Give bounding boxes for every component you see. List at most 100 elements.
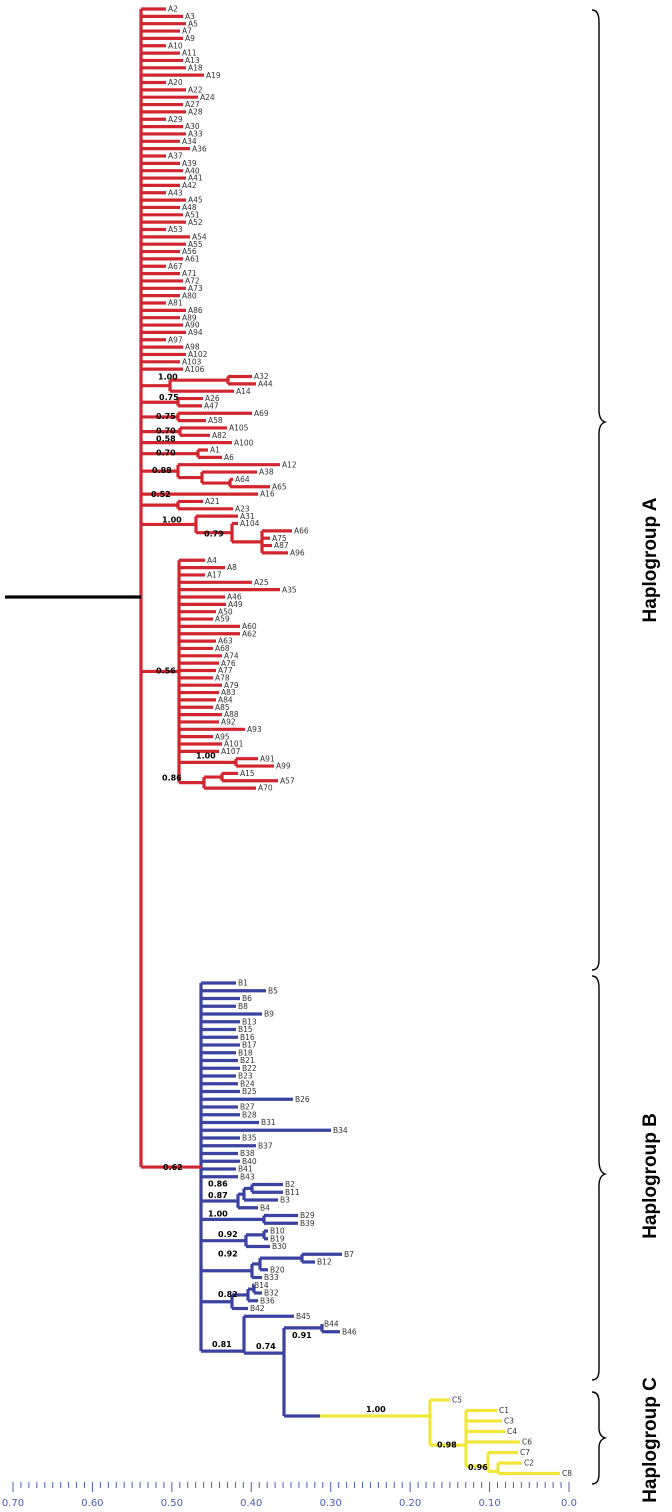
- tip-label-a104: A104: [240, 519, 260, 528]
- tip-label-b14: B14: [254, 1281, 269, 1290]
- tip-label-b39: B39: [300, 1219, 315, 1228]
- tip-label-a25: A25: [254, 578, 269, 587]
- tip-label-a30: A30: [185, 122, 200, 131]
- tip-label-b36: B36: [260, 1296, 275, 1305]
- tip-label-a11: A11: [182, 49, 197, 58]
- support-value-12: 0.86: [162, 774, 182, 783]
- tip-label-a42: A42: [182, 181, 197, 190]
- tip-label-a40: A40: [185, 166, 200, 175]
- tip-label-a83: A83: [221, 688, 236, 697]
- tip-label-a101: A101: [224, 740, 244, 749]
- haplogroup-c-bracket: [591, 1391, 608, 1485]
- tip-label-b7: B7: [344, 1250, 354, 1259]
- support-value-2: 0.75: [156, 412, 176, 421]
- axis-tick-label: 0.70: [2, 1498, 24, 1509]
- tip-label-b23: B23: [238, 1072, 253, 1081]
- tip-label-b18: B18: [238, 1048, 253, 1057]
- support-value-3: 0.70: [156, 427, 176, 436]
- tip-label-a56: A56: [182, 247, 197, 256]
- tip-label-a103: A103: [182, 357, 202, 366]
- tip-label-a21: A21: [205, 497, 220, 506]
- haplogroup-c-label: Haplogroup C: [640, 1377, 661, 1503]
- tip-label-a8: A8: [227, 563, 237, 572]
- support-value-4: 0.58: [156, 435, 176, 444]
- tip-label-c4: C4: [507, 1427, 517, 1436]
- axis-tick-label: 0.30: [320, 1498, 342, 1509]
- tree-branches: [5, 7, 560, 1476]
- support-value-17: 0.92: [218, 1230, 238, 1239]
- haplogroup-b-label: Haplogroup B: [640, 1113, 661, 1239]
- tip-label-a91: A91: [260, 754, 275, 763]
- haplogroup-a-bracket: [591, 9, 608, 971]
- tip-label-a85: A85: [215, 703, 230, 712]
- tip-label-c2: C2: [524, 1459, 534, 1468]
- tip-label-a75: A75: [272, 534, 287, 543]
- tip-label-a106: A106: [185, 365, 205, 374]
- tip-label-a51: A51: [185, 210, 200, 219]
- tip-label-b10: B10: [270, 1227, 285, 1236]
- tip-label-b9: B9: [264, 1010, 274, 1019]
- support-value-20: 0.81: [212, 1340, 232, 1349]
- tip-label-a44: A44: [258, 379, 273, 388]
- tip-label-a92: A92: [221, 718, 236, 727]
- tip-label-a27: A27: [185, 100, 200, 109]
- tip-label-a84: A84: [218, 696, 233, 705]
- tip-label-a49: A49: [228, 600, 243, 609]
- axis-tick-label: 0.40: [240, 1498, 262, 1509]
- tip-label-b22: B22: [242, 1064, 257, 1073]
- tip-label-a59: A59: [215, 615, 230, 624]
- tip-label-a12: A12: [282, 460, 297, 469]
- support-value-5: 0.70: [156, 449, 176, 458]
- support-value-18: 0.92: [218, 1250, 238, 1259]
- support-values: 1.000.750.750.700.580.700.880.521.000.79…: [151, 373, 488, 1472]
- tip-label-a17: A17: [207, 571, 222, 580]
- tip-label-a96: A96: [290, 549, 305, 558]
- tip-label-b4: B4: [260, 1203, 270, 1212]
- tip-label-b19: B19: [270, 1234, 285, 1243]
- tip-label-a28: A28: [188, 108, 203, 117]
- tip-label-a26: A26: [205, 394, 220, 403]
- tip-label-c1: C1: [499, 1406, 509, 1415]
- tip-label-a3: A3: [185, 12, 195, 21]
- tip-label-b43: B43: [240, 1172, 255, 1181]
- tip-label-a81: A81: [168, 299, 183, 308]
- axis-tick-label: 0.60: [81, 1498, 103, 1509]
- tip-label-c7: C7: [520, 1448, 530, 1457]
- tip-label-a9: A9: [185, 34, 195, 43]
- tip-label-a19: A19: [206, 71, 221, 80]
- tip-label-a61: A61: [185, 255, 200, 264]
- tip-label-a55: A55: [188, 240, 203, 249]
- haplogroup-brackets: Haplogroup A Haplogroup B Haplogroup C: [591, 9, 661, 1503]
- tip-label-b46: B46: [342, 1327, 357, 1336]
- axis-tick-label: 0.0: [561, 1498, 577, 1509]
- support-value-14: 0.86: [208, 1179, 228, 1188]
- distance-scale-axis: 0.70 0.60 0.50 0.40 0.30 0.20 0.10 0.0: [2, 1482, 577, 1509]
- tip-label-c6: C6: [522, 1438, 532, 1447]
- tip-label-a63: A63: [218, 637, 233, 646]
- tip-label-b31: B31: [261, 1118, 276, 1127]
- tip-label-a33: A33: [188, 130, 203, 139]
- tip-label-b1: B1: [238, 979, 248, 988]
- tip-label-a5: A5: [188, 19, 198, 28]
- support-value-23: 1.00: [366, 1405, 386, 1414]
- tip-label-b15: B15: [238, 1025, 253, 1034]
- tip-label-a66: A66: [294, 526, 309, 535]
- tip-label-a41: A41: [188, 174, 203, 183]
- tip-label-a58: A58: [208, 416, 223, 425]
- tip-label-b37: B37: [258, 1141, 273, 1150]
- tip-label-a87: A87: [274, 541, 289, 550]
- tip-label-a97: A97: [168, 335, 183, 344]
- tip-label-a80: A80: [182, 291, 197, 300]
- tip-label-a99: A99: [276, 762, 291, 771]
- tip-label-a86: A86: [188, 306, 203, 315]
- support-value-7: 0.52: [151, 490, 171, 499]
- tip-label-b2: B2: [285, 1180, 295, 1189]
- tip-label-a14: A14: [236, 387, 251, 396]
- tip-label-a94: A94: [188, 328, 203, 337]
- tip-label-a77: A77: [218, 666, 233, 675]
- tip-label-b44: B44: [324, 1320, 339, 1329]
- tip-label-a98: A98: [185, 343, 200, 352]
- tip-label-a2: A2: [168, 5, 178, 14]
- tip-label-a13: A13: [185, 56, 200, 65]
